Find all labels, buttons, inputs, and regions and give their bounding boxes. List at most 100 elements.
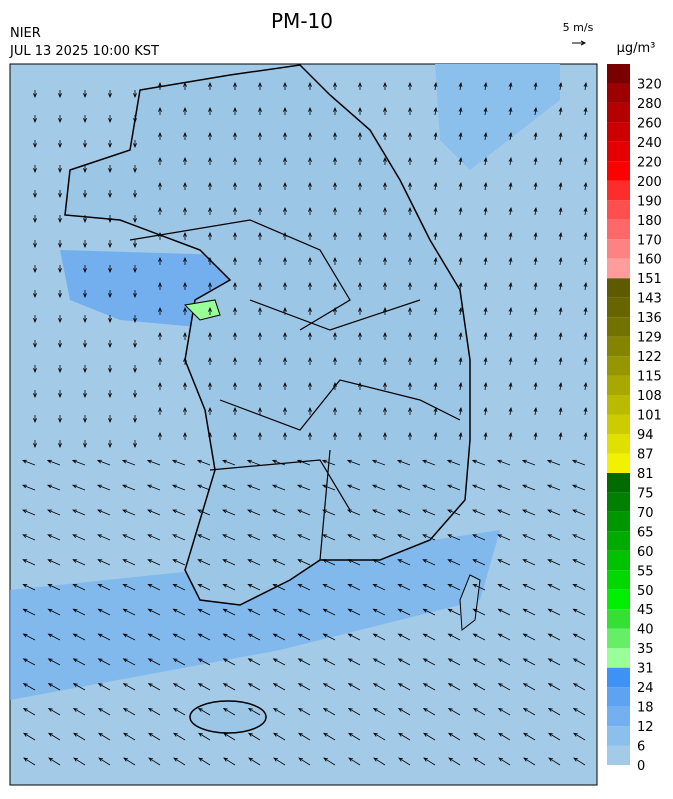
wind-arrow: [233, 381, 237, 390]
wind-arrow: [383, 356, 387, 365]
colorbar-label: 170: [637, 233, 662, 248]
wind-arrow: [233, 206, 237, 215]
colorbar-label: 94: [637, 428, 654, 443]
wind-arrow: [533, 107, 538, 116]
wind-arrow: [247, 559, 261, 566]
wind-arrow: [371, 484, 386, 491]
wind-arrow: [83, 415, 87, 424]
wind-arrow: [522, 559, 536, 566]
wind-arrow: [197, 633, 211, 641]
wind-arrow: [33, 440, 37, 449]
wind-arrow: [508, 257, 513, 266]
colorbar-segment: [607, 414, 630, 434]
wind-arrow: [372, 658, 386, 666]
wind-arrow: [346, 459, 361, 466]
colorbar-segment: [607, 356, 630, 376]
wind-arrow: [496, 459, 511, 466]
colorbar-segment: [607, 726, 630, 746]
wind-arrow: [508, 157, 513, 166]
wind-arrow: [583, 382, 588, 391]
wind-arrow: [458, 332, 463, 341]
wind-arrow: [33, 240, 37, 249]
wind-arrow: [172, 683, 186, 691]
wind-arrow: [358, 106, 362, 115]
wind-arrow: [572, 707, 586, 716]
wind-arrow: [183, 356, 187, 365]
wind-arrow: [583, 107, 588, 116]
datetime: JUL 13 2025 10:00 KST: [9, 44, 159, 59]
wind-arrow: [258, 206, 262, 215]
wind-arrow: [496, 484, 511, 491]
wind-arrow: [472, 683, 486, 691]
wind-arrow: [471, 459, 486, 466]
wind-arrow: [208, 406, 212, 415]
wind-arrow: [497, 707, 511, 716]
colorbar-label: 320: [637, 77, 662, 92]
colorbar-segment: [607, 64, 630, 84]
wind-arrow: [558, 382, 563, 391]
wind-arrow: [47, 633, 61, 641]
wind-arrow: [158, 206, 162, 215]
wind-arrow: [333, 131, 337, 140]
colorbar-label: 55: [637, 564, 654, 579]
wind-arrow: [372, 608, 386, 616]
wind-arrow: [258, 381, 262, 390]
wind-arrow: [22, 658, 36, 666]
wind-arrow: [483, 182, 488, 191]
wind-arrow: [283, 231, 287, 240]
wind-arrow: [83, 90, 87, 99]
colorbar-label: 40: [637, 623, 654, 638]
colorbar-label: 101: [637, 409, 662, 424]
wind-arrow: [522, 608, 536, 616]
wind-arrow: [397, 633, 411, 641]
wind-arrow: [308, 231, 312, 240]
wind-arrow: [547, 732, 561, 741]
wind-arrow: [58, 115, 62, 124]
wind-arrow: [497, 658, 511, 666]
wind-arrow: [258, 181, 262, 190]
wind-arrow: [222, 583, 236, 591]
wind-arrow: [446, 459, 461, 466]
wind-arrow: [248, 757, 261, 766]
wind-arrow: [333, 381, 337, 390]
wind-arrow: [283, 356, 287, 365]
wind-arrow: [308, 356, 312, 365]
wind-arrow: [58, 365, 62, 374]
wind-arrow: [347, 583, 361, 591]
wind-arrow: [72, 633, 86, 641]
wind-arrow: [547, 633, 561, 641]
wind-arrow: [158, 256, 162, 265]
wind-arrow: [508, 82, 513, 91]
wind-arrow: [408, 81, 412, 90]
wind-arrow: [158, 281, 162, 290]
wind-arrow: [33, 265, 37, 274]
colorbar-segment: [607, 706, 630, 727]
wind-arrow: [33, 115, 37, 124]
wind-arrow: [433, 232, 438, 241]
wind-arrow: [258, 256, 262, 265]
wind-arrow: [296, 459, 311, 466]
wind-arrow: [233, 106, 237, 115]
wind-arrow: [358, 256, 362, 265]
wind-arrow: [483, 107, 488, 116]
wind-arrow: [198, 757, 211, 766]
wind-arrow: [421, 484, 436, 491]
wind-arrow: [47, 559, 61, 566]
wind-arrow: [258, 356, 262, 365]
wind-arrow: [308, 406, 312, 415]
wind-arrow: [533, 432, 538, 441]
wind-arrow: [571, 484, 586, 491]
colorbar-label: 240: [637, 136, 662, 151]
wind-arrow: [433, 307, 438, 316]
wind-arrow: [533, 157, 538, 166]
wind-arrow: [247, 583, 261, 591]
wind-arrow: [72, 608, 86, 616]
wind-arrow: [108, 140, 112, 149]
wind-arrow: [208, 356, 212, 365]
wind-arrow: [272, 633, 286, 641]
colorbar-label: 0: [637, 759, 645, 774]
wind-arrow: [47, 583, 61, 591]
wind-arrow: [322, 683, 336, 691]
colorbar-label: 50: [637, 584, 654, 599]
wind-arrow: [447, 583, 461, 591]
